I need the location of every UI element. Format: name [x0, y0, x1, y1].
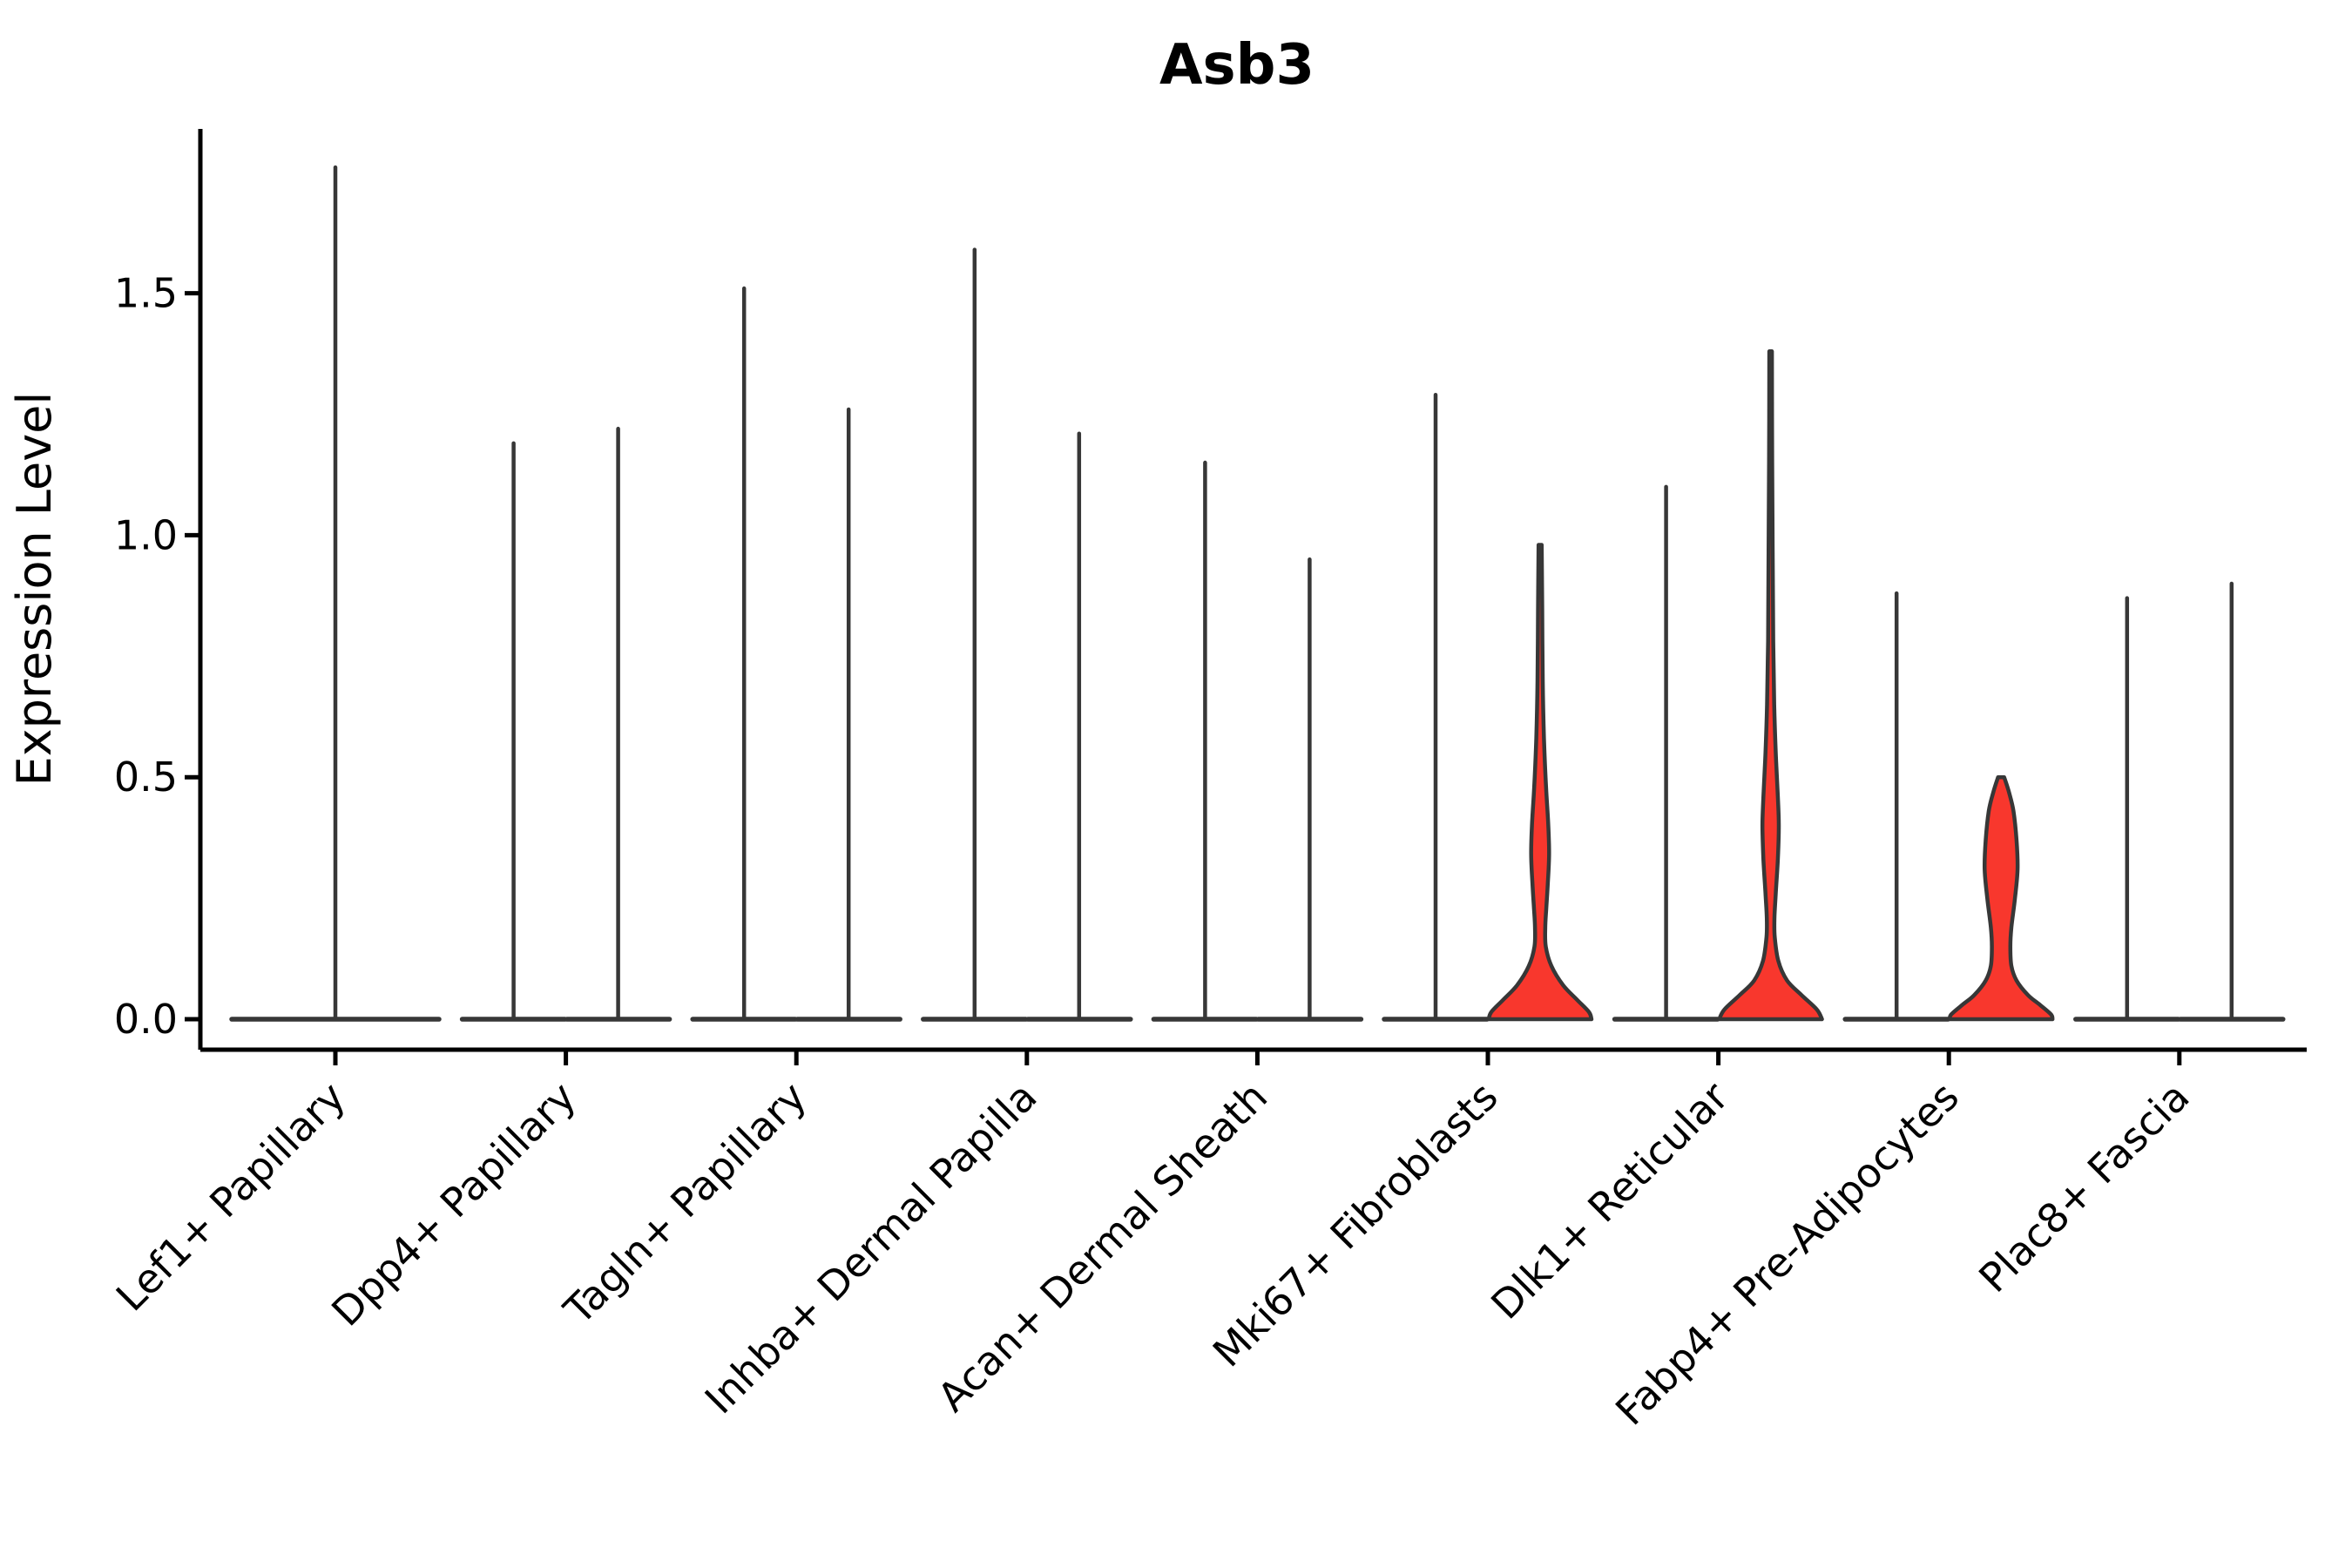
- violin-red-body: [1947, 774, 2055, 1022]
- y-tick-label: 1.0: [114, 511, 178, 558]
- y-tick-label: 0.0: [114, 996, 178, 1043]
- chart-title: Asb3: [1159, 33, 1315, 98]
- y-tick-label: 0.5: [114, 754, 178, 801]
- y-axis-label: Expression Level: [7, 392, 62, 787]
- violin-red-body: [1717, 349, 1824, 1022]
- x-tick-label: Plac8+ Fascia: [1970, 1073, 2198, 1301]
- x-tick-label: Dlk1+ Reticular: [1482, 1073, 1737, 1328]
- x-tick-label: Lef1+ Papillary: [107, 1073, 355, 1321]
- violin-red-body: [1486, 543, 1594, 1022]
- x-tick-label: Tagln+ Papillary: [554, 1073, 815, 1335]
- y-tick-label: 1.5: [114, 270, 178, 317]
- x-tick-label: Dpp4+ Papillary: [322, 1073, 585, 1335]
